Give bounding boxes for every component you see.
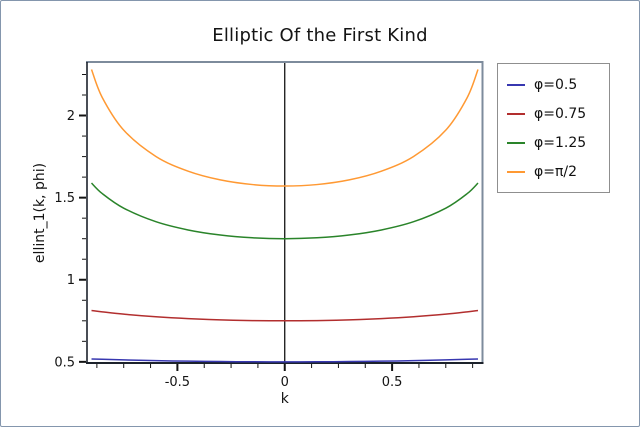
y-tick-label: 1.5 [54,191,75,206]
y-tick-label: 0.5 [54,355,75,370]
legend-line-swatch [507,141,525,144]
x-tick-label: 0 [281,375,289,390]
series-curve [90,69,479,187]
x-tick-label: -0.5 [165,375,190,390]
legend-item: φ=π/2 [498,164,609,180]
legend-line-swatch [507,112,525,115]
legend-label: φ=0.75 [534,105,587,122]
legend: φ=0.5 φ=0.75 φ=1.25 φ=π/2 [497,63,610,193]
legend-item: φ=0.5 [498,77,609,93]
chart-title: Elliptic Of the First Kind [212,25,428,46]
legend-item: φ=0.75 [498,106,609,122]
x-axis-label: k [281,391,290,407]
series-curve [91,358,479,363]
legend-label: φ=0.5 [534,76,578,93]
legend-line-swatch [507,83,525,86]
y-axis-label: ellint_1(k, phi) [32,163,48,263]
series-curve [91,309,479,322]
series-curve [90,182,479,240]
legend-line-swatch [507,170,525,173]
legend-item: φ=1.25 [498,135,609,151]
legend-label: φ=π/2 [534,163,578,180]
legend-label: φ=1.25 [534,134,587,151]
y-tick-label: 2 [67,109,75,124]
x-tick-label: 0.5 [382,375,403,390]
y-tick-label: 1 [67,273,75,288]
